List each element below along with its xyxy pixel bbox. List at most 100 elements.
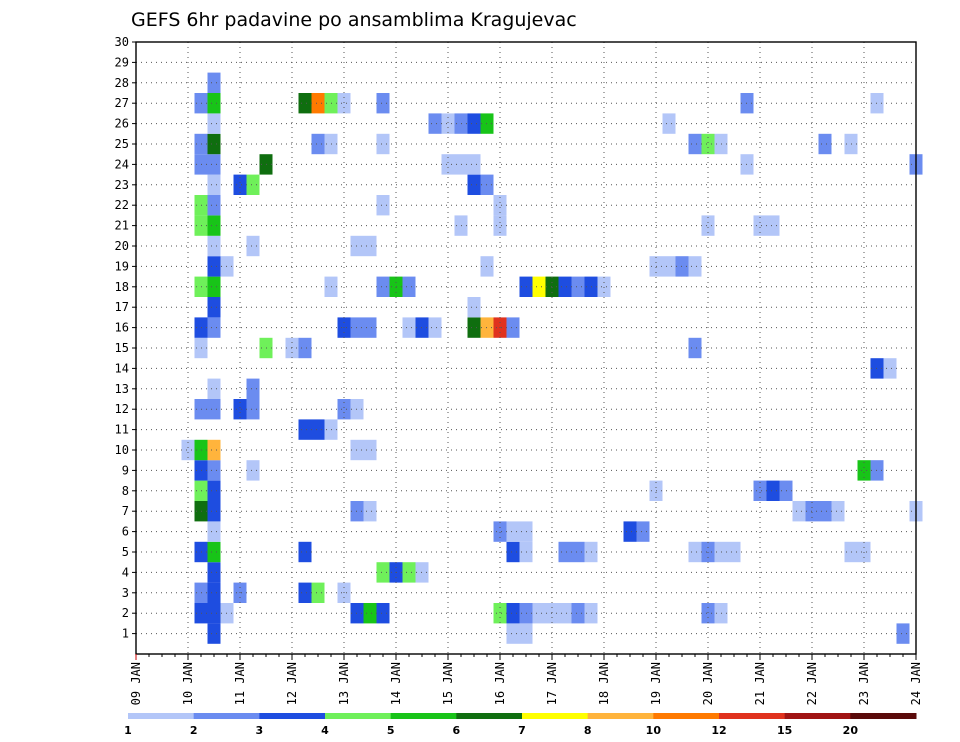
heatmap-cell [207,399,221,420]
heatmap-cell [207,317,221,338]
x-tick-label: 10 JAN [181,662,195,705]
heatmap-cell [597,276,611,297]
y-tick-label: 14 [115,361,129,375]
y-tick-label: 25 [115,137,129,151]
heatmap-cell [207,113,221,134]
heatmap-cell [818,501,832,522]
heatmap-cell [493,195,507,216]
x-tick-label: 22 JAN [805,662,819,705]
y-tick-label: 9 [122,463,129,477]
legend-swatch [784,713,851,719]
heatmap-cell [493,215,507,236]
heatmap-cell [207,480,221,501]
heatmap-cell [532,276,546,297]
legend-label: 1 [124,724,132,737]
heatmap-cell [376,562,390,583]
heatmap-cell [363,501,377,522]
heatmap-cell [766,215,780,236]
y-tick-label: 11 [115,423,129,437]
heatmap-cell [207,603,221,624]
heatmap-cell [246,174,260,195]
legend-label: 20 [843,724,859,737]
y-tick-label: 26 [115,117,129,131]
x-tick-label: 23 JAN [857,662,871,705]
heatmap-cell [233,399,247,420]
heatmap-cell [558,541,572,563]
heatmap-cell [363,317,377,338]
heatmap-cell [701,215,715,236]
heatmap-cell [701,603,715,624]
heatmap-cell [467,317,481,338]
heatmap-cell [298,541,312,563]
y-tick-label: 15 [115,341,129,355]
y-tick-label: 7 [122,504,129,518]
heatmap-cell [506,521,520,542]
heatmap-cell [428,113,442,134]
heatmap-cell [493,603,507,624]
heatmap-cell [207,276,221,297]
heatmap-cell [662,113,676,134]
heatmap-cell [207,297,221,318]
heatmap-cell [246,460,260,481]
legend-swatch [325,713,392,719]
heatmap-cell [753,480,767,501]
heatmap-cell [792,501,806,522]
heatmap-cell [376,93,390,114]
heatmap-cell [376,195,390,216]
y-tick-label: 18 [115,280,129,294]
y-tick-label: 5 [122,545,129,559]
y-tick-label: 10 [115,443,129,457]
heatmap-cell [467,113,481,134]
heatmap-cell [337,93,351,114]
y-tick-label: 17 [115,300,129,314]
heatmap-cell [181,439,195,461]
heatmap-cell [207,501,221,522]
color-legend: 1 2 3 4 5 6 7 8 10 12 15 20 [124,713,917,737]
legend-swatch [193,713,260,719]
heatmap-cell [506,317,520,338]
y-tick-label: 4 [122,565,129,579]
heatmap-cell [506,623,520,644]
heatmap-cell [376,603,390,624]
heatmap-cell [207,93,221,114]
legend-swatch [587,713,654,719]
x-tick-label: 16 JAN [493,662,507,705]
x-tick-label: 20 JAN [701,662,715,705]
heatmap-cell [688,337,702,359]
legend-label: 2 [190,724,198,737]
y-tick-label: 3 [122,586,129,600]
heatmap-cell [207,72,221,93]
heatmap-cell [311,133,325,155]
heatmap-cell [688,133,702,155]
heatmap-cell [467,297,481,318]
y-axis: 1234567891011121314151617181920212223242… [115,35,136,641]
x-tick-label: 17 JAN [545,662,559,705]
x-tick-label: 19 JAN [649,662,663,705]
heatmap-cell [441,154,455,175]
legend-label: 3 [256,724,264,737]
x-tick-label: 11 JAN [233,662,247,705]
legend-label: 4 [321,724,329,737]
heatmap-cell [636,521,650,542]
y-tick-label: 20 [115,239,129,253]
legend-swatch [522,713,589,719]
y-tick-label: 30 [115,35,129,49]
heatmap-cell [207,541,221,563]
y-tick-label: 1 [122,627,129,641]
heatmap-cell [701,133,715,155]
legend-label: 10 [646,724,662,737]
legend-swatch [719,713,786,719]
legend-label: 7 [518,724,526,737]
legend-label: 15 [777,724,792,737]
x-tick-label: 14 JAN [389,662,403,705]
heatmap-cell [207,195,221,216]
x-tick-label: 21 JAN [753,662,767,705]
heatmap-cell [207,460,221,481]
heatmap-cell [441,113,455,134]
heatmap-cell [311,93,325,114]
heatmap-cell [402,276,416,297]
heatmap-cell [467,154,481,175]
heatmap-cell [402,562,416,583]
heatmap-cell [428,317,442,338]
